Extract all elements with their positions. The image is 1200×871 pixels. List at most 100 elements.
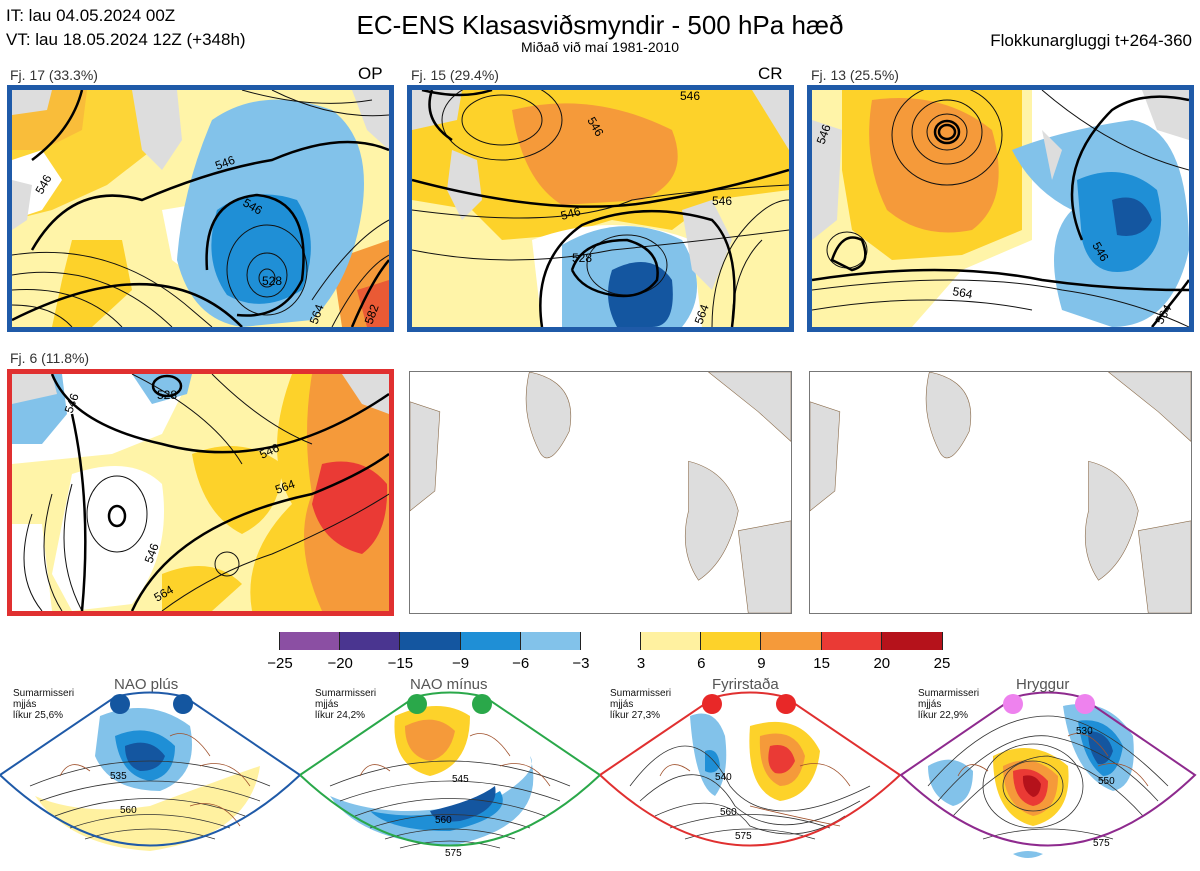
regime-blocking-map: 540 560 575	[600, 691, 902, 847]
regime-smoothing: mjjás	[918, 699, 942, 710]
empty-map-5	[409, 371, 792, 614]
contour-label: 546	[213, 153, 237, 173]
cluster-1-map[interactable]: 546 546 528 546 564 582	[7, 85, 394, 332]
contour-label: 546	[142, 541, 162, 565]
colorbar-tick-label: −9	[451, 655, 470, 672]
contour-label: 546	[680, 90, 700, 103]
colorbar-segment	[701, 632, 762, 650]
regime-smoothing: mjjás	[315, 699, 339, 710]
empty-map-6-land	[810, 372, 1191, 613]
colorbar-tick-label: 9	[757, 655, 766, 672]
regime-contour-label: 540	[715, 772, 732, 783]
cluster-2-label: Fj. 15 (29.4%)	[411, 67, 499, 83]
regime-nao-minus-map: 545 560 575	[300, 691, 602, 859]
regime-dot	[110, 694, 130, 714]
contour-label: 546	[559, 204, 582, 223]
regime-contour-label: 575	[735, 831, 752, 842]
colorbar-segment	[280, 632, 341, 650]
contour-label: 564	[692, 302, 712, 326]
regime-dot	[472, 694, 492, 714]
colorbar-segment	[881, 632, 942, 650]
cluster-2-map[interactable]: 546 546 546 528 546 564	[407, 85, 794, 332]
colorbar-segment	[400, 632, 461, 650]
regime-blocking[interactable]: 540 560 575 Fyrirstaða Sumarmisseri mjjá…	[600, 676, 902, 871]
regime-probability: líkur 24,2%	[315, 710, 366, 721]
contour-label: 546	[62, 391, 82, 415]
regime-outline	[0, 691, 302, 847]
regime-nao-plus-map: 535 560	[0, 691, 302, 851]
colorbar-tick-label: −25	[267, 655, 293, 672]
initial-time: IT: lau 04.05.2024 00Z	[6, 6, 176, 25]
colorbar-tick-label: 15	[813, 655, 830, 672]
regime-title: Hryggur	[1016, 676, 1070, 693]
cluster-1-chart: 546 546 528 546 564 582	[12, 90, 389, 327]
regime-contour-label: 550	[1098, 776, 1115, 787]
regime-dot	[407, 694, 427, 714]
colorbar-segment	[580, 632, 642, 650]
valid-time: VT: lau 18.05.2024 12Z (+348h)	[6, 30, 246, 49]
contour-label: 564	[273, 477, 297, 497]
empty-map-6	[809, 371, 1192, 614]
colorbar-segment	[520, 632, 581, 650]
regime-contour-label: 575	[1093, 838, 1110, 849]
regime-season: Sumarmisseri	[13, 688, 75, 699]
regime-outline	[899, 691, 1197, 847]
cluster-3-map[interactable]: 546 546 564 564	[807, 85, 1194, 332]
colorbar-tick-label: −6	[512, 655, 530, 672]
regime-title: NAO mínus	[410, 676, 488, 693]
colorbar-segment	[460, 632, 521, 650]
regime-dot	[702, 694, 722, 714]
cluster-3-label: Fj. 13 (25.5%)	[811, 67, 899, 83]
regime-contour-label: 560	[120, 805, 137, 816]
contour-label: 528	[572, 251, 592, 265]
page-subtitle: Miðað við maí 1981-2010	[521, 39, 679, 55]
cluster-1-mark: OP	[358, 64, 383, 83]
regime-probability: líkur 27,3%	[610, 710, 661, 721]
colorbar-segment	[821, 632, 882, 650]
page-title: EC-ENS Klasasviðsmyndir - 500 hPa hæð	[356, 10, 844, 40]
colorbar-tick-label: 25	[933, 655, 951, 672]
regime-season: Sumarmisseri	[918, 688, 980, 699]
cluster-4-label: Fj. 6 (11.8%)	[10, 350, 90, 366]
regime-probability: líkur 22,9%	[918, 710, 969, 721]
cluster-1-label: Fj. 17 (33.3%)	[10, 67, 98, 83]
regime-dot	[173, 694, 193, 714]
regime-season: Sumarmisseri	[315, 688, 377, 699]
cluster-window: Flokkunargluggi t+264-360	[990, 31, 1192, 50]
regime-contour-label: 535	[110, 771, 127, 782]
regime-ridge-map: 530 550 575	[899, 691, 1197, 858]
regime-dot	[1003, 694, 1023, 714]
empty-map-5-land	[410, 372, 791, 613]
regime-smoothing: mjjás	[13, 699, 37, 710]
regime-nao-minus[interactable]: 545 560 575 NAO mínus Sumarmisseri mjjás…	[300, 676, 602, 871]
colorbar-segment	[761, 632, 822, 650]
regime-title: NAO plús	[114, 676, 179, 693]
contour-label: 564	[951, 284, 973, 301]
regime-title: Fyrirstaða	[712, 676, 779, 693]
regime-contour-label: 560	[720, 807, 737, 818]
regime-contour-label: 575	[445, 848, 462, 859]
colorbar-tick-label: 6	[697, 655, 706, 672]
regime-contour-label: 545	[452, 774, 469, 785]
colorbar-tick-label: 20	[873, 655, 891, 672]
cluster-3-chart: 546 546 564 564	[812, 90, 1189, 327]
cluster-4-map[interactable]: 528 546 546 564 546 564	[7, 369, 394, 616]
regime-dot	[1075, 694, 1095, 714]
regime-probability: líkur 25,6%	[13, 710, 64, 721]
contour-label: 546	[814, 122, 834, 146]
cluster-4-chart: 528 546 546 564 546 564	[12, 374, 389, 611]
regime-contour-label: 530	[1076, 726, 1093, 737]
colorbar-segment	[641, 632, 702, 650]
regime-outline	[300, 691, 602, 847]
colorbar-tick-label: −20	[327, 655, 353, 672]
regime-contour-label: 560	[435, 815, 452, 826]
colorbar-segment	[340, 632, 401, 650]
regime-smoothing: mjjás	[610, 699, 634, 710]
colorbar-tick-label: 3	[636, 655, 646, 672]
cluster-2-chart: 546 546 546 528 546 564	[412, 90, 789, 327]
contour-label: 582	[362, 302, 382, 326]
regime-nao-plus[interactable]: NAO plús Sumarmisseri mjjás líkur 25,6% …	[0, 676, 302, 871]
colorbar-tick-label: −3	[572, 655, 590, 672]
regime-ridge[interactable]: 530 550 575 Hryggur Sumarmisseri mjjás l…	[898, 676, 1200, 871]
regime-season: Sumarmisseri	[610, 688, 672, 699]
